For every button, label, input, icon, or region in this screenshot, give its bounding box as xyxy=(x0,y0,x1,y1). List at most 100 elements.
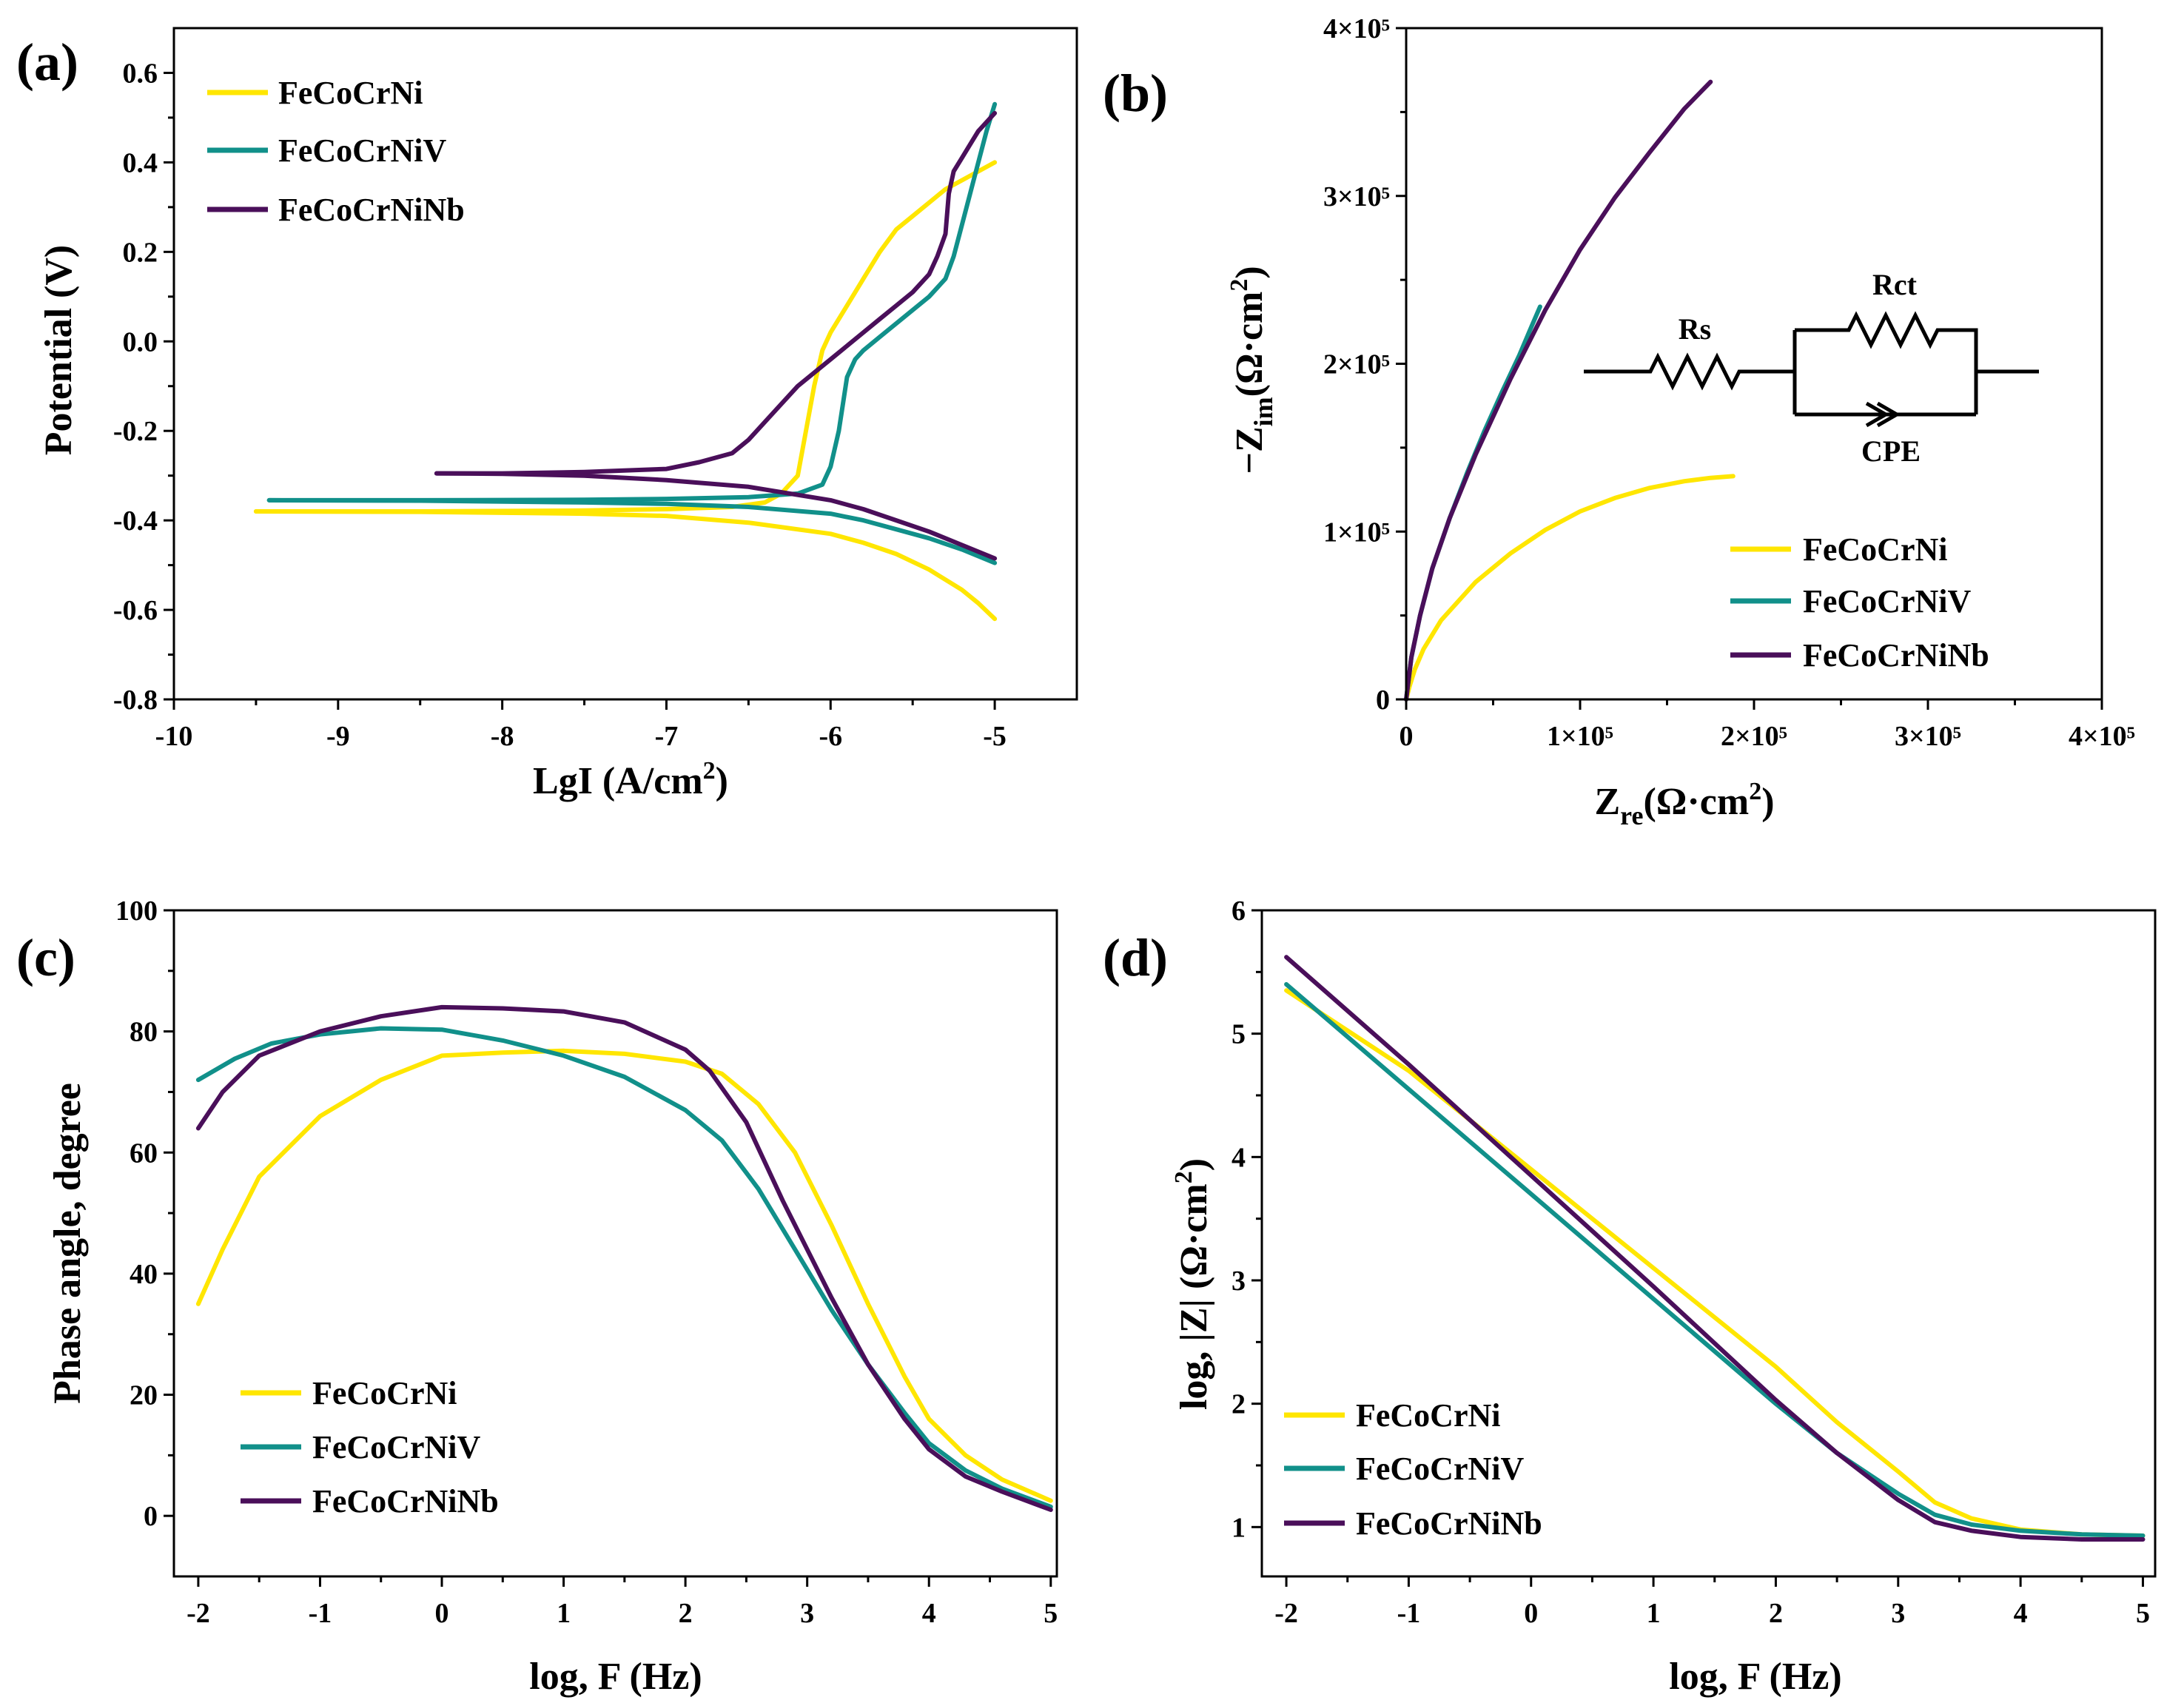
x-tick-label: 2 xyxy=(1769,1598,1783,1629)
x-tick-label: 0 xyxy=(1400,721,1414,752)
panel-d-legend: FeCoCrNi FeCoCrNiV FeCoCrNiNb xyxy=(1284,1397,1542,1542)
series-line-fecocrniv-2 xyxy=(266,101,998,503)
series-line-fecocrninb-2 xyxy=(1284,955,2146,1542)
series-line-fecocrninb-4 xyxy=(434,110,998,476)
x-tick-label: 4 xyxy=(2014,1598,2028,1629)
y-tick-label: 6 xyxy=(1232,896,1246,927)
series-line-fecocrni-0 xyxy=(1404,474,1736,702)
legend-label-fecocrni: FeCoCrNi xyxy=(1356,1397,1501,1434)
panel-b: (b) −Zim(Ω·cm2) Zre(Ω·cm2) Rs Rct CPE Fe… xyxy=(1103,64,2039,830)
y-tick-label: 2 xyxy=(1232,1389,1246,1420)
x-tick-label: 0 xyxy=(435,1598,449,1629)
rct-resistor-symbol xyxy=(1792,311,1978,417)
series-line-fecocrninb-5 xyxy=(434,471,998,561)
y-tick-label: 0 xyxy=(1376,685,1390,716)
legend-label-fecocrniv: FeCoCrNiV xyxy=(1803,583,1971,619)
y-tick-label: 4 xyxy=(1232,1142,1246,1173)
panel-d-plot: -2 -1 0 1 2 3 4 5 1 2 3 4 5 6 xyxy=(1232,896,2157,1629)
x-tick-label: -2 xyxy=(187,1598,210,1629)
equivalent-circuit xyxy=(1584,311,2039,428)
legend-label-fecocrni: FeCoCrNi xyxy=(1803,531,1948,568)
panel-b-label: (b) xyxy=(1103,64,1168,123)
x-tick-label: -5 xyxy=(983,721,1007,752)
legend-label-fecocrniv: FeCoCrNiV xyxy=(278,132,446,169)
legend-label-fecocrninb: FeCoCrNiNb xyxy=(1356,1505,1542,1542)
y-tick-label: 0.0 xyxy=(123,326,158,357)
series-line-fecocrni-1 xyxy=(253,509,998,622)
panel-c-legend: FeCoCrNi FeCoCrNiV FeCoCrNiNb xyxy=(241,1375,499,1519)
y-tick-label: 3 xyxy=(1232,1266,1246,1297)
panel-a-legend: FeCoCrNi FeCoCrNiV FeCoCrNiNb xyxy=(207,75,465,228)
panel-b-legend: FeCoCrNi FeCoCrNiV FeCoCrNiNb xyxy=(1730,531,1989,673)
plot-layer: -1 0 -9 -8 -7 -6 -5 -0.8 -0.6 -0.4 -0.2 0.0 0.2 0.4 0.… xyxy=(113,13,2157,1629)
series-line-fecocrniv-1 xyxy=(1284,982,2146,1538)
y-tick-label: 40 xyxy=(130,1259,158,1290)
x-tick-label: -1 xyxy=(1397,1598,1421,1629)
circuit-cpe-label: CPE xyxy=(1861,434,1921,468)
x-tick-label: 2 xyxy=(679,1598,693,1629)
y-tick-label: 0.6 xyxy=(123,58,158,89)
panel-c: (c) Phase angle, degree log, F (Hz) FeCo… xyxy=(16,928,702,1698)
legend-label-fecocrni: FeCoCrNi xyxy=(278,75,423,111)
panel-b-plot: 0 1×10⁵ 2×10⁵ 3×10⁵ 4×10⁵ 0 1×10⁵ 2×10⁵ 3×10⁵ 4×1… xyxy=(1323,13,2135,752)
y-tick-label: -0.2 xyxy=(113,416,158,447)
series-line-fecocrninb-2 xyxy=(195,1004,1053,1512)
legend-label-fecocrninb: FeCoCrNiNb xyxy=(312,1483,499,1519)
series-line-fecocrni-0 xyxy=(253,160,998,514)
y-tick-label: 20 xyxy=(130,1380,158,1411)
x-tick-label: 3 xyxy=(800,1598,814,1629)
x-tick-label: 1 xyxy=(1647,1598,1661,1629)
y-tick-label: 100 xyxy=(115,896,158,927)
panel-b-xlabel: Zre(Ω·cm2) xyxy=(1594,778,1774,830)
y-tick-label: -0.8 xyxy=(113,685,158,716)
y-tick-label: 0.2 xyxy=(123,237,158,268)
y-tick-label: 0 xyxy=(144,1501,158,1532)
x-tick-label: -2 xyxy=(1274,1598,1298,1629)
x-tick-label: 2×10⁵ xyxy=(1721,721,1787,752)
panel-a-plot: -10 -9 -8 -7 -6 -5 -0.8 -0.6 -0.4 -0.2 0.0 0.2 0.4 0.… xyxy=(113,27,1078,752)
panel-a-ylabel: Potential (V) xyxy=(38,245,80,455)
series-line-fecocrninb-2 xyxy=(1404,79,1713,702)
panel-d-xlabel: log, F (Hz) xyxy=(1669,1656,1841,1698)
y-tick-label: 0.4 xyxy=(123,147,158,178)
panel-c-xlabel: log, F (Hz) xyxy=(529,1656,702,1698)
y-tick-label: 4×10⁵ xyxy=(1323,13,1390,44)
circuit-rct-label: Rct xyxy=(1872,268,1918,301)
legend-label-fecocrniv: FeCoCrNiV xyxy=(1356,1451,1524,1487)
x-tick-label: -7 xyxy=(655,721,679,752)
x-tick-label: 5 xyxy=(2136,1598,2150,1629)
x-tick-label: -8 xyxy=(491,721,514,752)
x-tick-label: 1×10⁵ xyxy=(1547,721,1613,752)
circuit-rs-label: Rs xyxy=(1679,312,1711,346)
y-tick-label: 5 xyxy=(1232,1019,1246,1050)
panel-d-label: (d) xyxy=(1103,928,1168,987)
x-tick-label: -9 xyxy=(326,721,350,752)
panel-d-frame xyxy=(1260,909,2157,1578)
y-tick-label: 2×10⁵ xyxy=(1323,349,1390,380)
legend-label-fecocrniv: FeCoCrNiV xyxy=(312,1429,480,1465)
y-tick-label: 60 xyxy=(130,1138,158,1169)
panel-c-frame xyxy=(172,909,1058,1578)
rs-resistor-symbol xyxy=(1584,352,1795,391)
series-line-fecocrniv-1 xyxy=(195,1026,1053,1509)
panel-c-ylabel: Phase angle, degree xyxy=(47,1083,89,1404)
y-tick-label: 80 xyxy=(130,1017,158,1048)
x-tick-label: -6 xyxy=(819,721,842,752)
legend-label-fecocrninb: FeCoCrNiNb xyxy=(1803,637,1989,673)
panel-a-label: (a) xyxy=(16,33,78,92)
series-line-fecocrniv-3 xyxy=(266,497,998,565)
y-tick-label: 3×10⁵ xyxy=(1323,181,1390,212)
y-tick-label: -0.6 xyxy=(113,595,158,626)
x-tick-label: -1 xyxy=(309,1598,332,1629)
y-tick-label: 1×10⁵ xyxy=(1323,517,1390,548)
panel-a-frame xyxy=(172,27,1078,701)
panel-a: (a) Potential (V) LgI (A/cm2) FeCoCrNi F… xyxy=(16,33,728,802)
legend-label-fecocrninb: FeCoCrNiNb xyxy=(278,192,465,228)
y-tick-label: -0.4 xyxy=(113,505,158,537)
x-tick-label: 3×10⁵ xyxy=(1895,721,1961,752)
x-tick-label: 4 xyxy=(922,1598,936,1629)
legend-label-fecocrni: FeCoCrNi xyxy=(312,1375,457,1411)
panel-c-plot: -2 -1 0 1 2 3 4 5 0 20 40 60 80 100 xyxy=(115,896,1058,1629)
y-tick-label: 1 xyxy=(1232,1512,1246,1543)
